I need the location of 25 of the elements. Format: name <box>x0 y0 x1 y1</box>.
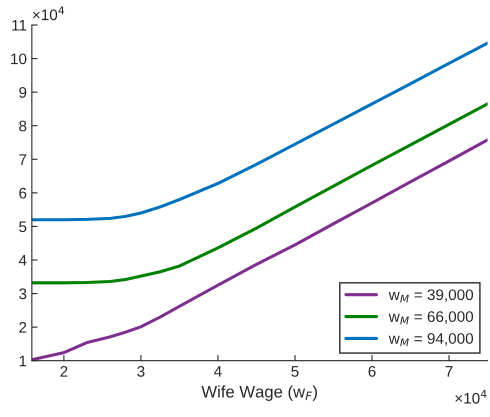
y-tick-label: 9 <box>19 87 26 98</box>
y-tick-label: 4 <box>18 255 27 266</box>
y-tick-label: 6 <box>19 188 26 199</box>
x-axis-title: Wife Wage (w$_{F}$) <box>201 385 317 401</box>
y-tick-label: 3 <box>19 288 26 300</box>
y-tick-label: 1 <box>20 356 26 366</box>
text: ×10$^{4}$ <box>32 6 64 20</box>
legend-label: w$_{M}$ = 66,000 <box>388 311 474 324</box>
y-tick-label: 2 <box>19 322 26 333</box>
text: ×10$^{4}$ <box>455 390 487 404</box>
line-series <box>32 42 488 222</box>
y-tick-label: 5 <box>19 221 26 232</box>
y-tick-label: 7 <box>19 154 26 165</box>
x-tick-label: 4 <box>214 366 222 377</box>
x-tick-label: 3 <box>137 366 144 377</box>
y-tick-label: 8 <box>19 120 26 132</box>
x-tick-label: 2 <box>60 366 68 377</box>
x-tick-label: 7 <box>446 366 453 377</box>
y-tick-label: 11 <box>12 20 26 31</box>
line-series <box>32 102 488 284</box>
x-tick-label: 6 <box>368 366 376 377</box>
x-tick-label: 5 <box>291 366 299 377</box>
legend-label: w$_{M}$ = 94,000 <box>388 333 474 346</box>
legend-label: w$_{M}$ = 39,000 <box>388 289 474 303</box>
y-tick-label: 10 <box>11 53 26 64</box>
